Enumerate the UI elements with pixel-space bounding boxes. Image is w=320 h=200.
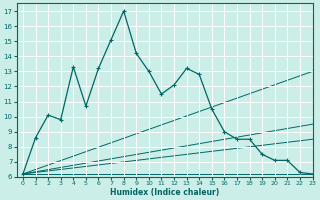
X-axis label: Humidex (Indice chaleur): Humidex (Indice chaleur): [110, 188, 219, 197]
